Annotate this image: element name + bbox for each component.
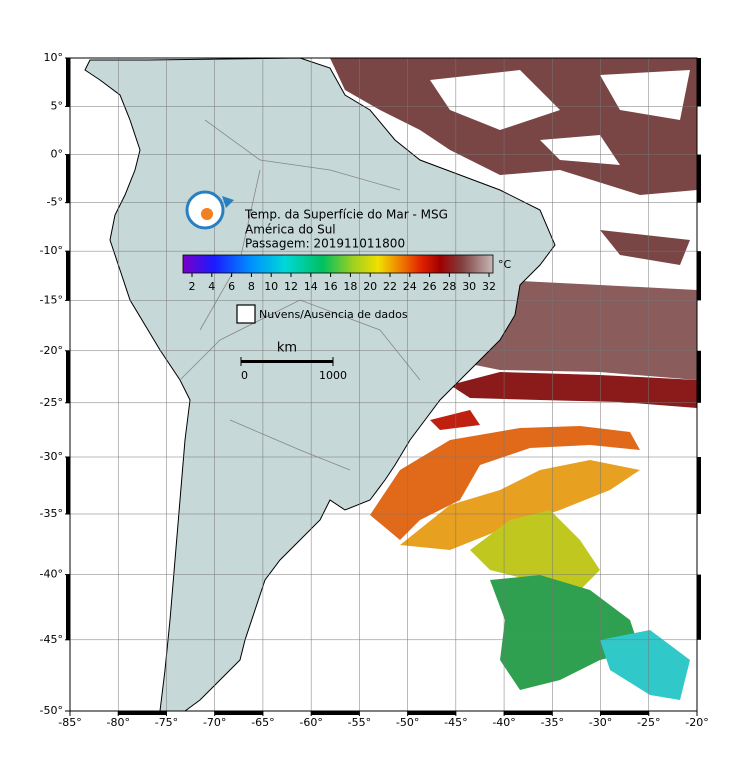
colorbar-label: 4 bbox=[208, 280, 215, 293]
legend-label: Nuvens/Ausencia de dados bbox=[259, 308, 408, 321]
lon-label: -75° bbox=[155, 716, 178, 729]
frame-segment bbox=[697, 350, 701, 403]
colorbar-label: 8 bbox=[248, 280, 255, 293]
title-line: América do Sul bbox=[245, 223, 336, 237]
lon-label: -40° bbox=[492, 716, 515, 729]
lon-label: -60° bbox=[299, 716, 322, 729]
lon-label: -50° bbox=[396, 716, 419, 729]
lon-label: -70° bbox=[203, 716, 226, 729]
colorbar-label: 14 bbox=[304, 280, 318, 293]
colorbar-label: 32 bbox=[482, 280, 496, 293]
scale-bar: 0 1000 bbox=[240, 357, 347, 382]
frame-segment bbox=[214, 711, 263, 715]
lat-label: -5° bbox=[47, 196, 63, 209]
colorbar-unit: °C bbox=[498, 258, 512, 271]
lat-label: -40° bbox=[40, 568, 63, 581]
colorbar-label: 20 bbox=[363, 280, 377, 293]
colorbar-label: 28 bbox=[442, 280, 456, 293]
logo-arrow bbox=[222, 196, 234, 208]
sst-area bbox=[600, 630, 690, 700]
frame-segment bbox=[66, 58, 70, 107]
colorbar-label: 30 bbox=[462, 280, 476, 293]
cloud-gap bbox=[430, 70, 690, 165]
colorbar-label: 10 bbox=[264, 280, 278, 293]
frame-segment bbox=[504, 711, 553, 715]
sst-area bbox=[400, 460, 640, 550]
colorbar-label: 12 bbox=[284, 280, 298, 293]
lon-label: -45° bbox=[444, 716, 467, 729]
frame-segment bbox=[66, 154, 70, 203]
title-line: Passagem: 201911011800 bbox=[245, 237, 405, 251]
lon-label: -25° bbox=[637, 716, 660, 729]
lat-label: -20° bbox=[40, 344, 63, 357]
lon-label: -85° bbox=[58, 716, 81, 729]
frame-segment bbox=[600, 711, 649, 715]
lat-label: 10° bbox=[44, 51, 64, 64]
frame-segment bbox=[697, 58, 701, 107]
lat-label: 5° bbox=[51, 99, 64, 112]
scale-label: 0 bbox=[241, 369, 248, 382]
lon-label: -30° bbox=[589, 716, 612, 729]
sst-area bbox=[450, 372, 697, 408]
frame-segment bbox=[66, 574, 70, 640]
sst-area bbox=[430, 410, 480, 430]
scale-label: 1000 bbox=[319, 369, 347, 382]
lat-label: 0° bbox=[51, 148, 64, 161]
frame-segment bbox=[407, 711, 456, 715]
frame-segment bbox=[66, 350, 70, 403]
frame-segment bbox=[118, 711, 167, 715]
colorbar-label: 6 bbox=[228, 280, 235, 293]
frame-segment bbox=[66, 456, 70, 514]
lat-label: -10° bbox=[40, 244, 63, 257]
colorbar-label: 26 bbox=[423, 280, 437, 293]
lat-label: -50° bbox=[40, 704, 63, 717]
lon-label: -55° bbox=[348, 716, 371, 729]
sst-area bbox=[370, 426, 640, 540]
lat-label: -35° bbox=[40, 507, 63, 520]
lat-label: -45° bbox=[40, 633, 63, 646]
sst-area bbox=[470, 510, 600, 590]
frame-segment bbox=[697, 251, 701, 301]
scale-unit: km bbox=[277, 341, 297, 356]
colorbar-label: 16 bbox=[324, 280, 338, 293]
lat-label: -30° bbox=[40, 450, 63, 463]
frame-segment bbox=[66, 251, 70, 301]
sst-layer bbox=[84, 58, 697, 711]
frame-segment bbox=[697, 154, 701, 203]
colorbar-label: 24 bbox=[403, 280, 417, 293]
logo-sun bbox=[201, 208, 213, 220]
scale-line bbox=[241, 360, 333, 363]
title-block: Temp. da Superfície do Mar - MSG América… bbox=[244, 208, 448, 251]
frame-segment bbox=[697, 574, 701, 640]
colorbar bbox=[182, 254, 494, 274]
frame-segment bbox=[311, 711, 360, 715]
colorbar-label: 22 bbox=[383, 280, 397, 293]
frame-band bbox=[66, 58, 701, 715]
lat-label: -15° bbox=[40, 293, 63, 306]
sst-area bbox=[600, 230, 690, 265]
sst-area bbox=[490, 575, 640, 690]
lon-label: -20° bbox=[685, 716, 708, 729]
lat-label: -25° bbox=[40, 396, 63, 409]
colorbar-label: 2 bbox=[189, 280, 196, 293]
lon-label: -35° bbox=[541, 716, 564, 729]
frame-segment bbox=[697, 456, 701, 514]
colorbar-label: 18 bbox=[343, 280, 357, 293]
title-line: Temp. da Superfície do Mar - MSG bbox=[244, 208, 448, 222]
border-lines bbox=[179, 119, 421, 471]
legend-swatch bbox=[236, 304, 256, 324]
lon-label: -80° bbox=[106, 716, 129, 729]
colorbar-ticks: 2 4 6 8 10 12 14 16 18 20 22 24 26 28 30 32 bbox=[189, 273, 496, 293]
logo bbox=[185, 190, 234, 230]
lon-label: -65° bbox=[251, 716, 274, 729]
